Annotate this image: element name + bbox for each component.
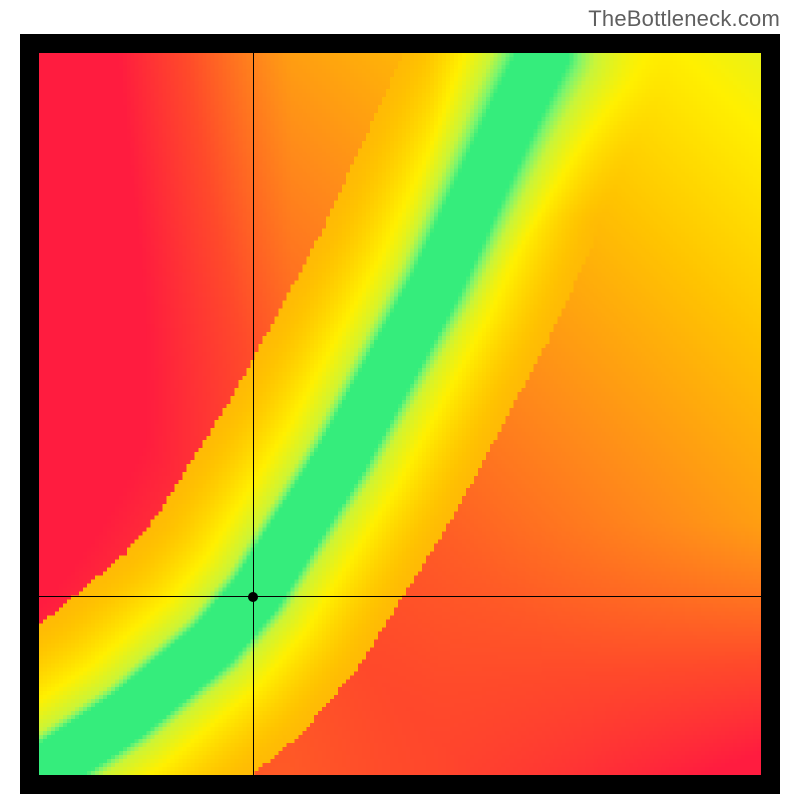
plot-frame	[20, 34, 780, 794]
crosshair-horizontal	[39, 596, 761, 597]
heatmap-canvas	[39, 53, 761, 775]
watermark-text: TheBottleneck.com	[588, 6, 780, 32]
marker-dot	[248, 592, 258, 602]
plot-area	[39, 53, 761, 775]
crosshair-vertical	[253, 53, 254, 775]
